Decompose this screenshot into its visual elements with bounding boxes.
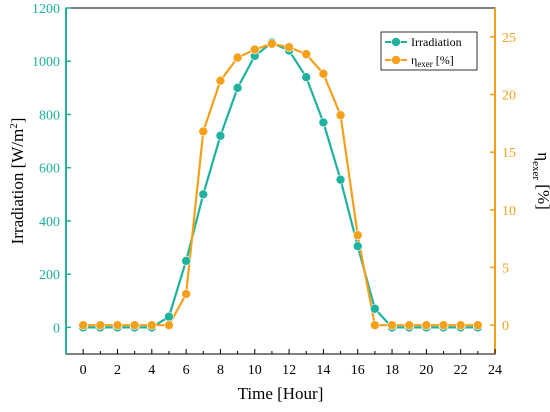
data-point-eta	[95, 320, 106, 330]
right-tick-label: 10	[502, 204, 516, 219]
data-point-irradiation	[352, 241, 363, 252]
series-layer	[78, 37, 483, 333]
x-tick-label: 24	[488, 363, 502, 378]
data-point-eta	[215, 75, 226, 86]
x-tick-label: 10	[248, 363, 262, 378]
series-line-irradiation	[83, 41, 478, 329]
data-point-eta	[370, 320, 380, 330]
data-point-irradiation	[198, 189, 209, 200]
right-y-axis: 0 5 10 15 20 25	[490, 8, 516, 354]
x-tick-label: 16	[351, 363, 365, 378]
data-point-eta	[301, 49, 312, 59]
data-point-eta	[352, 230, 363, 241]
right-tick-label: 5	[502, 262, 509, 277]
right-tick-label: 0	[502, 319, 509, 334]
data-point-irradiation	[301, 72, 312, 82]
legend: Irradiation ηexer [%]	[380, 31, 478, 71]
left-tick-label: 600	[39, 162, 60, 177]
x-tick-label: 4	[148, 363, 155, 378]
data-point-eta	[404, 320, 415, 330]
legend-marker-eta	[391, 55, 401, 65]
data-point-irradiation	[181, 256, 191, 266]
data-point-eta	[198, 126, 209, 137]
data-point-eta	[284, 42, 294, 53]
left-tick-label: 400	[39, 215, 60, 230]
data-point-irradiation	[335, 174, 346, 185]
x-tick-label: 12	[282, 363, 296, 378]
data-point-eta	[147, 320, 157, 330]
data-point-eta	[318, 68, 329, 79]
data-point-eta	[455, 320, 466, 330]
left-axis-title: Irradiation [W/m2]	[8, 118, 27, 245]
x-tick-label: 22	[454, 363, 468, 378]
x-tick-label: 2	[114, 363, 121, 378]
data-point-eta	[473, 320, 483, 330]
left-tick-label: 200	[39, 268, 60, 283]
legend-label-eta: ηexer [%]	[411, 53, 454, 69]
right-tick-label: 15	[502, 146, 516, 161]
data-point-irradiation	[370, 303, 380, 314]
x-tick-label: 20	[419, 363, 433, 378]
data-point-eta	[387, 320, 397, 330]
data-point-irradiation	[318, 117, 329, 128]
data-point-eta	[112, 320, 123, 330]
data-point-eta	[438, 320, 449, 330]
data-point-eta	[232, 52, 243, 63]
data-point-eta	[267, 38, 277, 49]
data-point-eta	[78, 320, 88, 330]
right-tick-label: 20	[502, 89, 516, 104]
x-tick-label: 18	[385, 363, 399, 378]
series-line-eta	[83, 42, 478, 327]
legend-marker-irradiation	[391, 37, 401, 47]
left-tick-label: 800	[39, 108, 60, 123]
data-point-eta	[164, 320, 174, 330]
x-tick-label: 0	[80, 363, 87, 378]
data-point-irradiation	[164, 311, 174, 322]
data-point-eta	[249, 44, 260, 55]
x-tick-label: 14	[316, 363, 330, 378]
data-point-eta	[129, 320, 140, 330]
left-tick-label: 1000	[32, 55, 60, 70]
left-tick-label: 0	[53, 321, 60, 336]
x-axis: 0 2 4 6 8 10 12 14 16 18 20 22 24	[80, 349, 502, 378]
data-point-irradiation	[232, 83, 243, 93]
data-point-eta	[335, 110, 346, 121]
right-axis-title: ηexer [%]	[530, 152, 550, 210]
data-point-eta	[421, 320, 432, 330]
x-tick-label: 8	[217, 363, 224, 378]
left-y-axis: 0 200 400 600 800 1000 1200	[32, 2, 71, 354]
data-point-eta	[181, 289, 191, 299]
data-point-irradiation	[215, 130, 226, 141]
right-tick-label: 25	[502, 31, 516, 46]
x-tick-label: 6	[183, 363, 190, 378]
legend-label-irradiation: Irradiation	[411, 35, 462, 49]
x-axis-title: Time [Hour]	[238, 384, 324, 403]
left-tick-label: 1200	[32, 2, 60, 17]
